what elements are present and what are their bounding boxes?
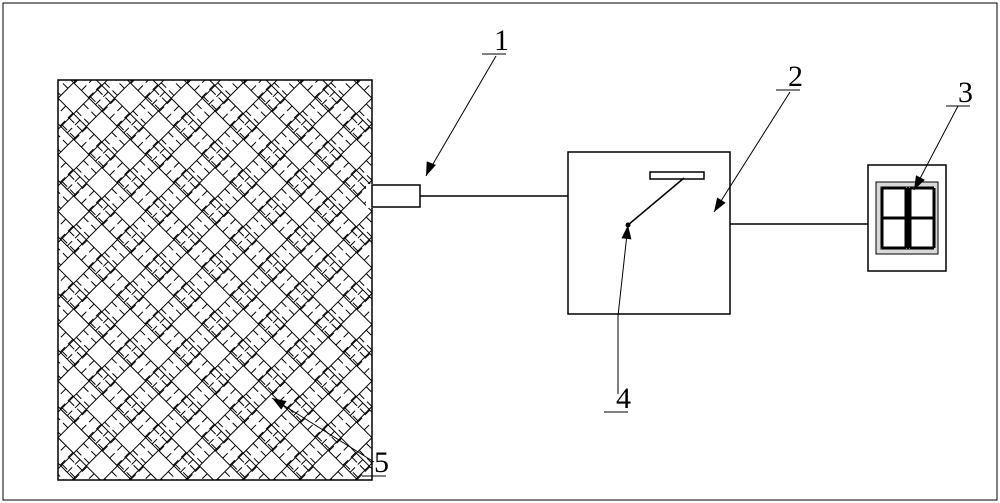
display-unit (868, 165, 946, 271)
callout-1-label: 1 (494, 24, 509, 57)
callout-3-label: 3 (958, 76, 973, 109)
callout-4-label: 4 (616, 382, 631, 415)
callout-2-label: 2 (788, 60, 803, 93)
outer-frame (3, 3, 997, 500)
callout-1: 1 (426, 24, 509, 176)
engineering-diagram: 1 2 3 4 5 (0, 0, 1000, 503)
control-box (568, 152, 730, 314)
callout-5-label: 5 (374, 446, 389, 479)
toggle-bar (650, 172, 704, 179)
probe-rect (372, 185, 420, 207)
